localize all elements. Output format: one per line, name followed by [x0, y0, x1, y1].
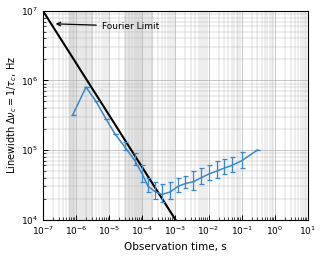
Bar — [69, 11, 92, 220]
X-axis label: Observation time, s: Observation time, s — [124, 243, 227, 252]
Y-axis label: Linewidth $\Delta\nu_c = 1/\tau_c$, Hz: Linewidth $\Delta\nu_c = 1/\tau_c$, Hz — [5, 56, 19, 174]
Bar — [125, 11, 152, 220]
Text: Fourier Limit: Fourier Limit — [57, 22, 159, 31]
